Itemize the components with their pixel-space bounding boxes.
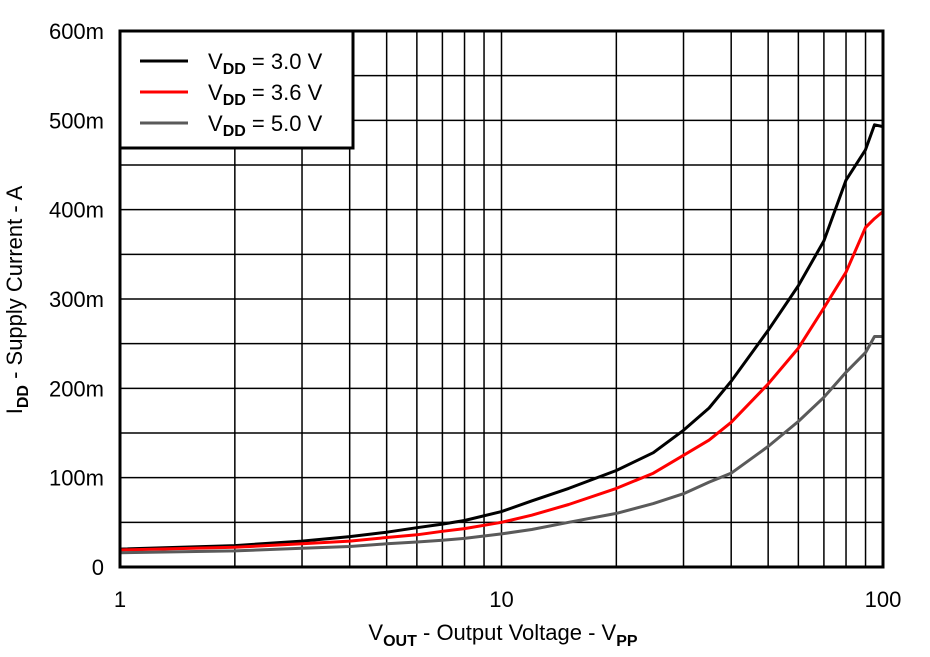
plot-frame <box>118 29 885 569</box>
x-tick-label: 100 <box>865 587 902 612</box>
y-tick-label: 400m <box>49 198 104 223</box>
series-line <box>119 210 884 552</box>
legend-box <box>118 29 355 150</box>
y-tick-label: 200m <box>49 376 104 401</box>
y-axis-label: IDD - Supply Current - A <box>2 185 32 414</box>
y-tick-label: 0 <box>92 555 104 580</box>
y-tick-label: 300m <box>49 287 104 312</box>
y-axis-ticks: 0 100m 200m 300m 400m 500m 600m <box>49 19 104 580</box>
data-series <box>119 123 884 555</box>
series-line <box>119 335 883 555</box>
y-tick-label: 600m <box>49 19 104 44</box>
legend-label: VDD = 5.0 V <box>208 111 323 140</box>
x-tick-label: 1 <box>114 587 126 612</box>
y-tick-label: 500m <box>49 108 104 133</box>
x-axis-ticks: 1 10 100 <box>114 587 901 612</box>
series-line <box>119 123 884 551</box>
legend-label: VDD = 3.0 V <box>208 49 323 78</box>
x-axis-label: VOUT - Output Voltage - VPP <box>368 620 637 650</box>
x-tick-label: 10 <box>489 587 513 612</box>
legend-label: VDD = 3.6 V <box>208 80 323 109</box>
y-tick-label: 100m <box>49 466 104 491</box>
